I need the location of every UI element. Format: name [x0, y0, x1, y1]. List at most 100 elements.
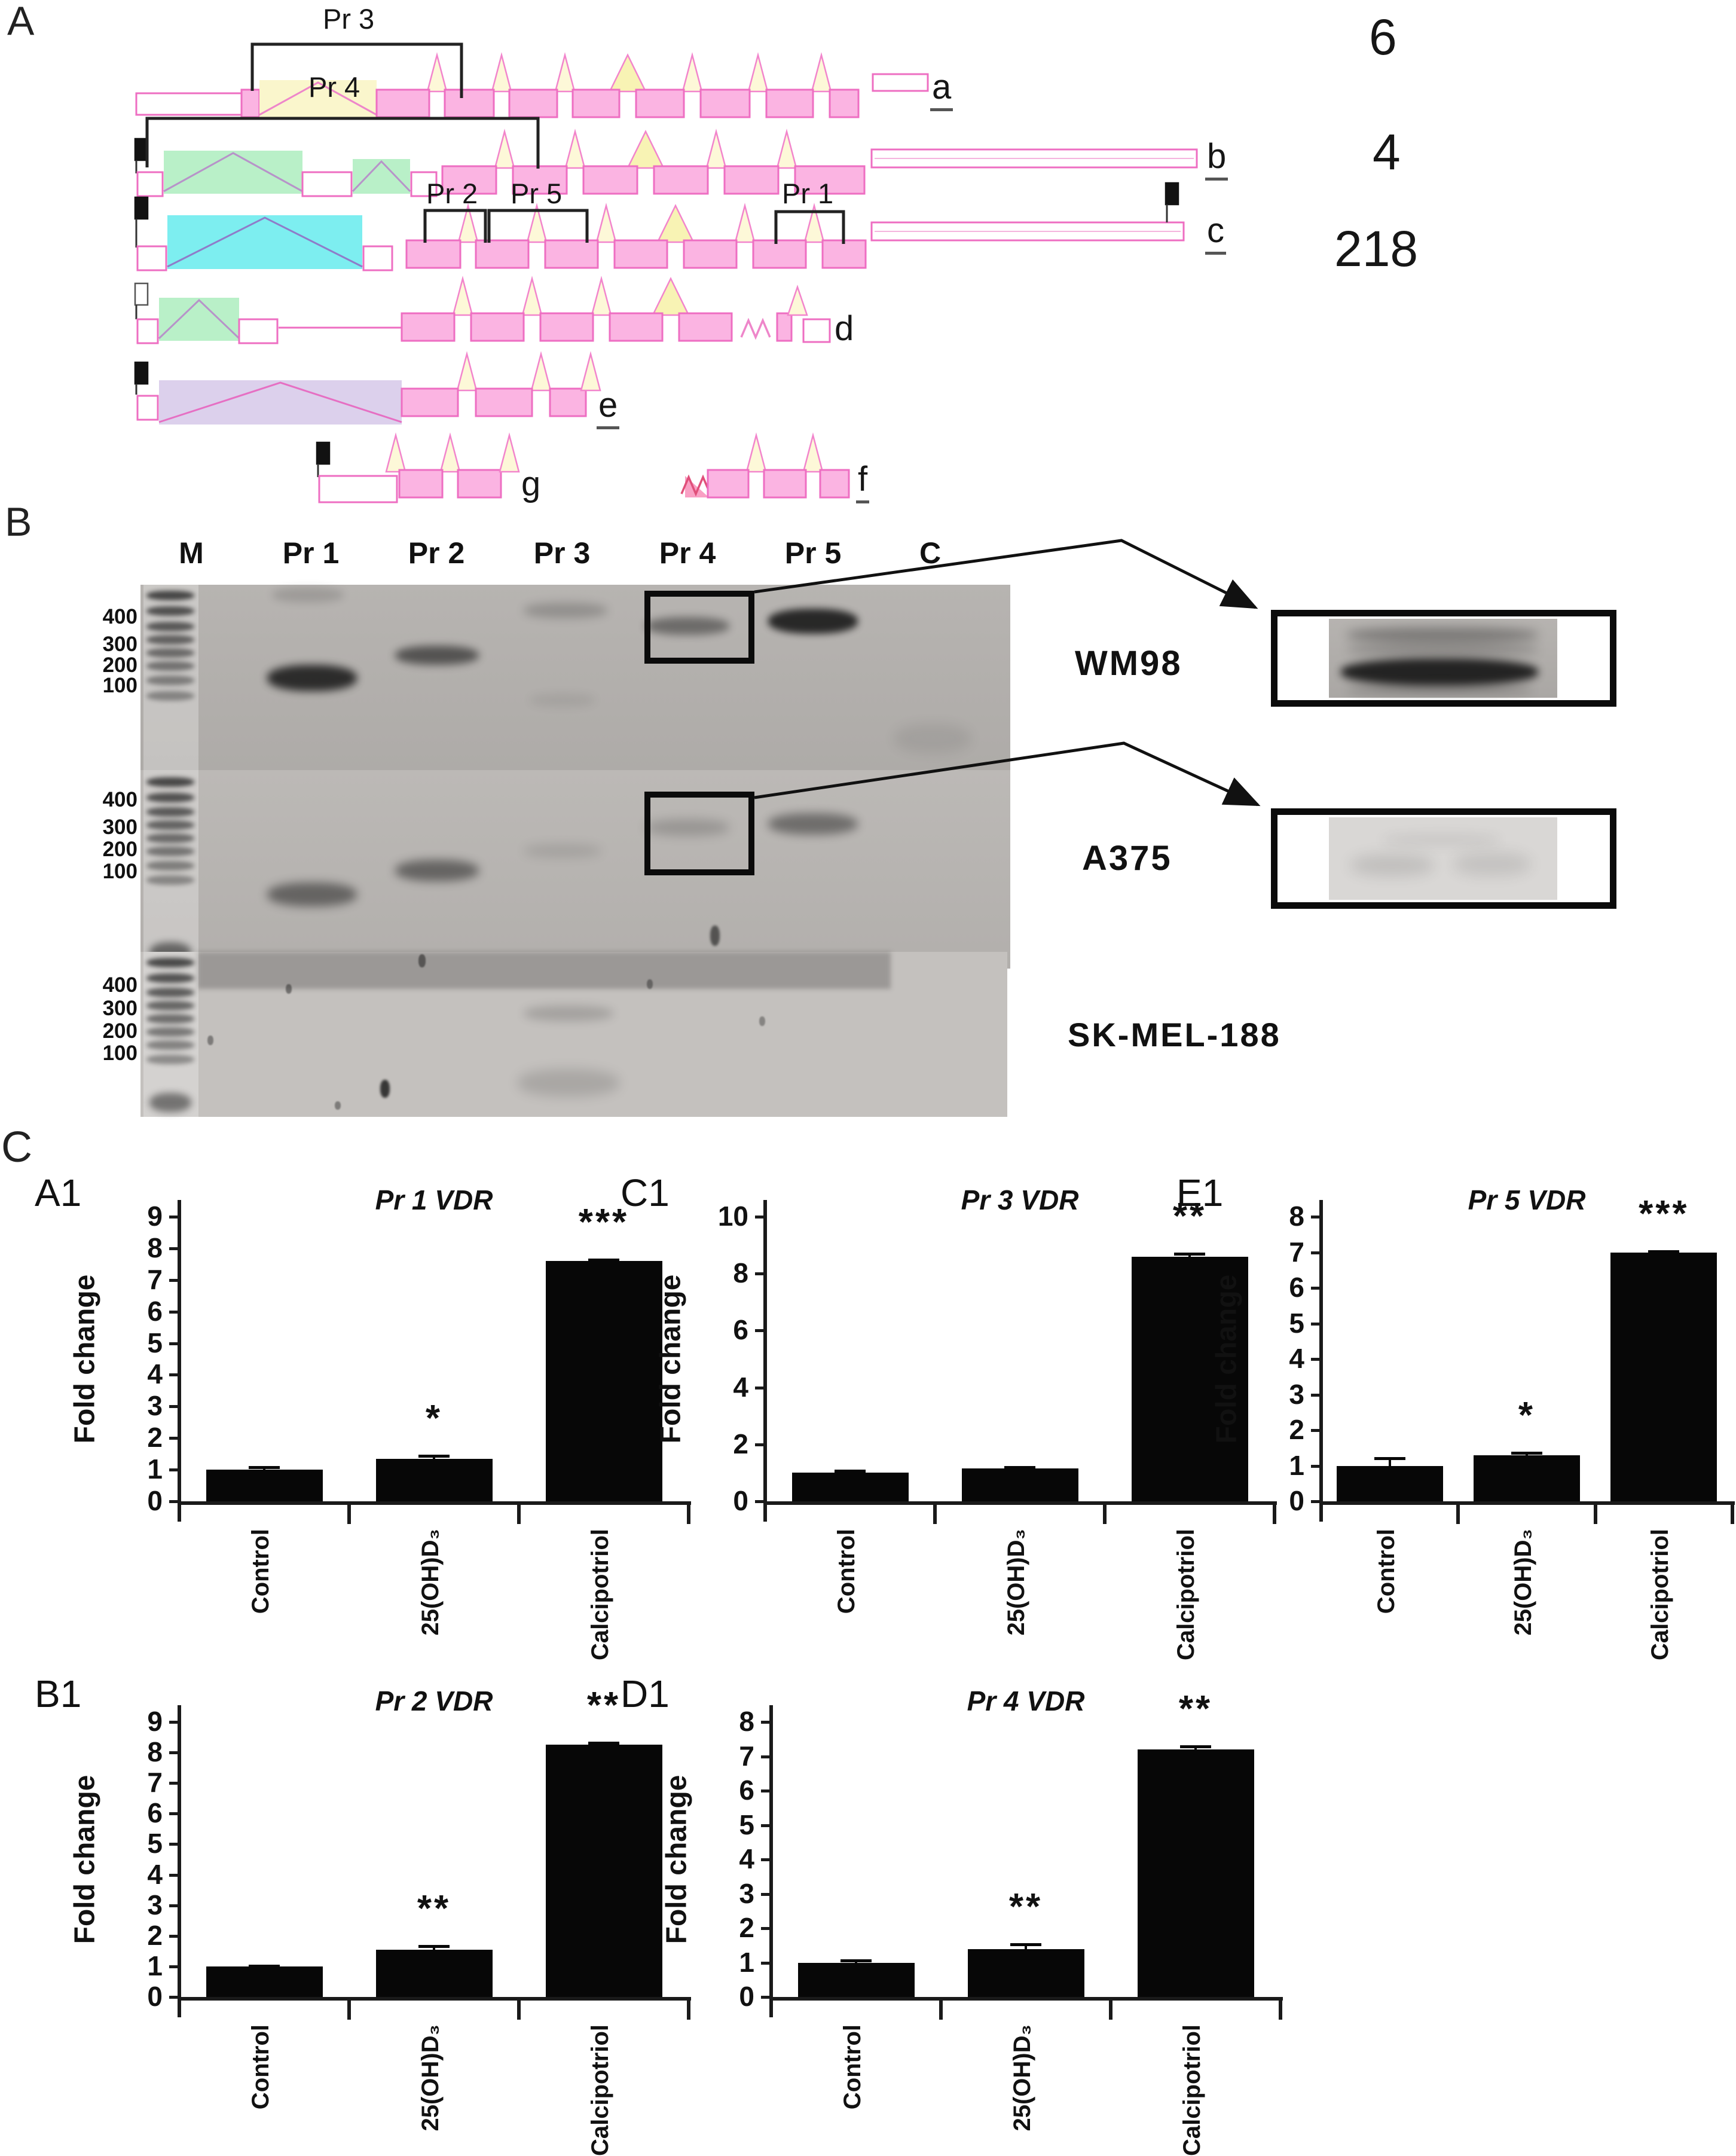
ladder-band [146, 676, 194, 685]
chart-panel-label: C1 [621, 1171, 670, 1214]
y-tick-label: 4 [147, 1358, 163, 1390]
x-category-label: 25(OH)D₃ [1510, 1529, 1536, 1636]
y-tick-mark [761, 1755, 771, 1758]
y-tick-label: 4 [147, 1858, 163, 1890]
y-axis-line [763, 1200, 767, 1522]
y-tick-mark [761, 1961, 771, 1965]
marker-label: 300 [102, 633, 137, 656]
y-tick-label: 8 [147, 1736, 163, 1768]
primer-bracket-pr2 [423, 209, 487, 243]
bar [1131, 1256, 1248, 1501]
clone-count-c: 218 [1334, 221, 1419, 277]
y-tick-label: 1 [147, 1950, 163, 1981]
start-flag-open [134, 282, 149, 306]
y-axis-title: Fold change [655, 1274, 687, 1444]
exon-box [635, 88, 685, 118]
y-axis-line [178, 1200, 181, 1522]
y-tick-label: 0 [733, 1485, 748, 1516]
y-tick-mark [169, 1782, 179, 1785]
y-tick-label: 2 [739, 1912, 754, 1943]
bar [797, 1962, 915, 1997]
y-tick-label: 0 [147, 1485, 163, 1516]
y-tick-mark [169, 1904, 179, 1907]
highlight-region [159, 298, 239, 341]
y-tick-mark [1311, 1393, 1321, 1397]
lane-label: Pr 1 [282, 536, 340, 570]
error-bar-stem [1662, 1250, 1665, 1254]
sample-band [710, 926, 720, 946]
highlight-region [159, 380, 402, 425]
error-bar-stem [433, 1455, 435, 1460]
splice-zigzag [158, 298, 240, 340]
ladder-band [146, 973, 194, 983]
y-tick-label: 2 [733, 1428, 748, 1459]
gel-dark-strip [197, 952, 891, 989]
y-tick-label: 8 [739, 1706, 754, 1737]
utr-box [136, 395, 159, 421]
y-tick-label: 6 [733, 1314, 748, 1346]
y-tick-mark [761, 1721, 771, 1724]
y-tick-mark [169, 1843, 179, 1846]
y-tick-label: 9 [147, 1706, 163, 1737]
ladder-band [146, 635, 194, 645]
exon-box [653, 165, 709, 195]
significance-label: ** [417, 1888, 451, 1930]
intron-peak [452, 276, 473, 316]
error-bar-stem [1526, 1451, 1528, 1456]
ladder-band [146, 591, 194, 600]
y-axis-line [1319, 1200, 1323, 1522]
y-tick-mark [169, 1500, 179, 1503]
primer-label-pr5: Pr 5 [511, 178, 563, 209]
lane-label: Pr 4 [659, 536, 716, 570]
utr-box [301, 171, 353, 197]
x-axis-tick [517, 1501, 521, 1524]
bar [1336, 1465, 1443, 1501]
intron-peak [651, 277, 690, 316]
y-tick-mark [1311, 1500, 1321, 1503]
x-axis-line [179, 1997, 691, 2001]
ladder-band [146, 1040, 194, 1050]
marker-label: 100 [102, 674, 137, 697]
marker-label: 300 [102, 997, 137, 1020]
intron-peak [457, 203, 479, 243]
exon-box [819, 469, 850, 499]
exon-box [475, 239, 530, 269]
marker-label: 400 [102, 973, 137, 997]
splice-zigzag [259, 81, 377, 116]
wm98-inset-gel [1329, 619, 1557, 698]
arrow-to-a375-inset [754, 741, 1261, 807]
exon-box [401, 312, 456, 342]
intron-peak [656, 204, 695, 243]
primer-label-pr4: Pr 4 [308, 71, 360, 103]
y-tick-mark [761, 1892, 771, 1896]
utr-box [802, 318, 831, 343]
y-tick-mark [761, 1789, 771, 1792]
y-tick-mark [169, 1812, 179, 1816]
bar [961, 1468, 1078, 1501]
y-tick-mark [755, 1216, 765, 1219]
error-bar-stem [1019, 1465, 1021, 1470]
bar [545, 1261, 662, 1501]
x-category-label: Control [247, 2024, 274, 2110]
intron-peak [734, 203, 756, 243]
intron-peak [747, 52, 769, 93]
exon-box [765, 88, 814, 118]
utr-box [410, 171, 438, 197]
intron-peak [385, 432, 407, 473]
y-tick-mark [169, 1996, 179, 1999]
x-axis-tick [1109, 1997, 1112, 2020]
utr-box [135, 92, 243, 116]
bar [791, 1473, 909, 1501]
ladder-band [146, 648, 194, 658]
sample-band [267, 665, 357, 691]
bar [967, 1949, 1084, 1997]
intron-peak [580, 351, 601, 392]
error-bar-stem [1025, 1943, 1027, 1950]
chart-title: Pr 1 VDR [375, 1184, 493, 1216]
start-flag-filled [134, 361, 149, 385]
y-tick-mark [169, 1216, 179, 1219]
y-tick-label: 2 [1289, 1414, 1304, 1445]
intron-peak [705, 129, 727, 169]
intron-peak [530, 351, 552, 392]
y-tick-label: 1 [739, 1946, 754, 1978]
